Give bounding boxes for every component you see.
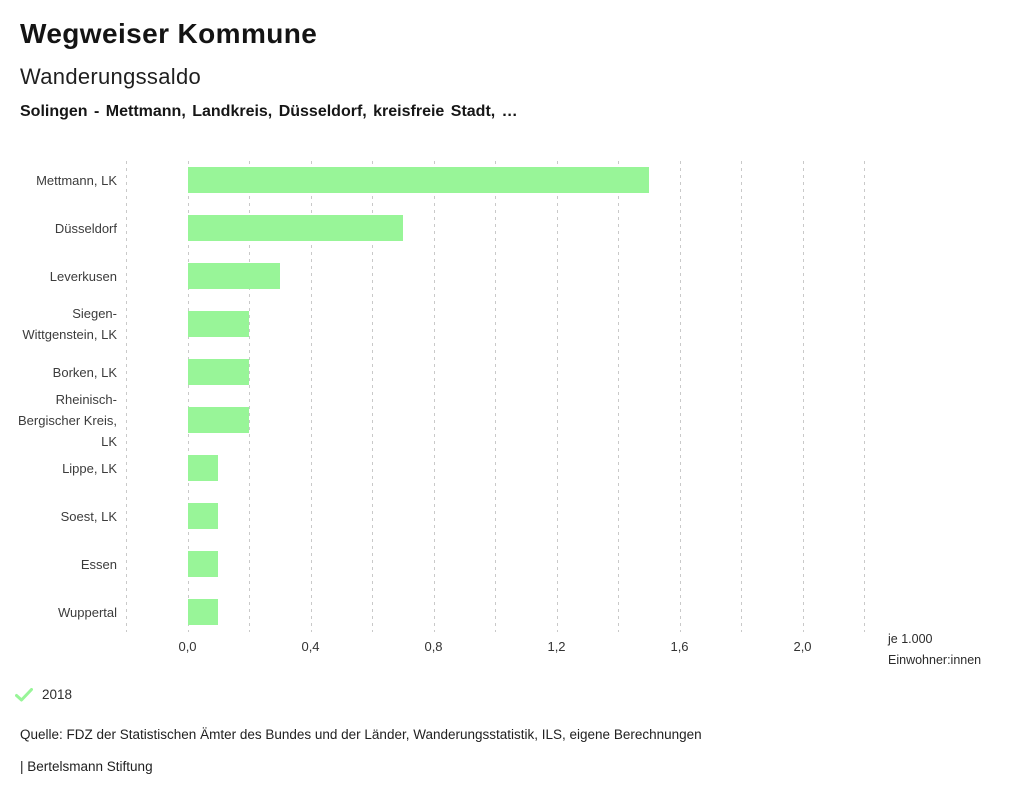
value-bar[interactable] xyxy=(187,407,249,433)
x-axis-tick-label: 1,6 xyxy=(670,639,689,654)
x-axis-tick-label: 0,8 xyxy=(424,639,443,654)
x-axis-tick-label: 1,2 xyxy=(547,639,566,654)
value-bar[interactable] xyxy=(187,359,249,385)
value-bar[interactable] xyxy=(187,599,219,625)
chart-row: Wuppertal xyxy=(58,588,864,636)
category-label: Siegen-Wittgenstein, LK xyxy=(22,306,117,342)
brand-text: | Bertelsmann Stiftung xyxy=(20,759,153,774)
value-bar[interactable] xyxy=(187,215,403,241)
x-axis-unit-line2: Einwohner:innen xyxy=(888,653,982,667)
gridline xyxy=(126,161,127,632)
value-bar[interactable] xyxy=(187,311,249,337)
category-label: Rheinisch-Bergischer Kreis, LK xyxy=(18,391,117,449)
value-bar[interactable] xyxy=(187,167,649,193)
chart-row: Mettmann, LK xyxy=(36,156,864,204)
x-axis-tick-label: 2,0 xyxy=(793,639,812,654)
category-label: Essen xyxy=(80,556,117,572)
app-title: Wegweiser Kommune xyxy=(20,18,318,49)
chart-title: Wanderungssaldo xyxy=(20,64,202,89)
x-axis-unit-line1: je 1.000 xyxy=(888,632,933,646)
gridline xyxy=(802,161,804,632)
checkmark-icon xyxy=(15,687,33,701)
chart-row: Düsseldorf xyxy=(55,204,864,252)
category-label: Leverkusen xyxy=(49,268,117,284)
x-axis: 0,0 0,4 0,8 1,2 1,6 2,0 xyxy=(126,639,864,659)
x-axis-tick-label: 0,0 xyxy=(178,639,197,654)
category-label: Wuppertal xyxy=(57,604,117,620)
value-bar[interactable] xyxy=(187,503,219,529)
gridline xyxy=(433,161,435,632)
gridline xyxy=(864,161,865,632)
legend-year-toggle[interactable]: 2018 xyxy=(15,687,72,702)
category-label: Borken, LK xyxy=(52,364,117,380)
gridline xyxy=(618,161,619,632)
value-bar[interactable] xyxy=(187,455,219,481)
category-label: Soest, LK xyxy=(60,508,117,524)
gridline xyxy=(679,161,681,632)
chart-row: Siegen-Wittgenstein, LK xyxy=(22,300,864,348)
value-bar[interactable] xyxy=(187,551,219,577)
value-bar[interactable] xyxy=(187,263,280,289)
gridline xyxy=(187,161,189,632)
gridline xyxy=(741,161,742,632)
chart-row: Rheinisch-Bergischer Kreis, LK xyxy=(18,392,864,449)
x-axis-tick-label: 0,4 xyxy=(301,639,320,654)
chart-subtitle: Solingen - Mettmann, Landkreis, Düsseldo… xyxy=(20,103,518,120)
bar-chart-plot-area: Mettmann, LK Düsseldorf Leverkusen Siege… xyxy=(18,161,865,654)
category-label: Mettmann, LK xyxy=(36,172,117,188)
gridline xyxy=(310,161,312,632)
gridline xyxy=(495,161,496,632)
chart-row: Lippe, LK xyxy=(62,444,864,492)
chart-row: Borken, LK xyxy=(53,348,864,396)
source-text: Quelle: FDZ der Statistischen Ämter des … xyxy=(20,727,702,742)
chart-row: Essen xyxy=(81,540,864,588)
chart-row: Leverkusen xyxy=(50,252,864,300)
category-label: Düsseldorf xyxy=(54,220,117,236)
gridline xyxy=(249,161,250,632)
gridline xyxy=(372,161,373,632)
x-axis-unit-label: je 1.000 Einwohner:innen xyxy=(888,629,981,671)
category-label: Lippe, LK xyxy=(62,460,117,476)
gridline xyxy=(556,161,558,632)
chart-row: Soest, LK xyxy=(61,492,864,540)
legend-year-label: 2018 xyxy=(42,687,73,702)
